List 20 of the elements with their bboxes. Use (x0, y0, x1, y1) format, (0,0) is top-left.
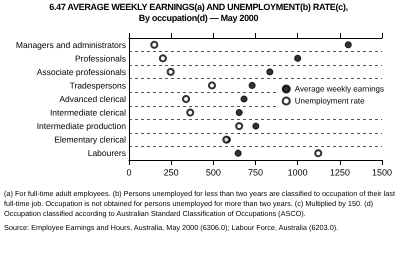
chart-title: 6.47 AVERAGE WEEKLY EARNINGS(a) AND UNEMPLOYMENT(b) RATE(c), (49, 2, 348, 12)
x-tick-label: 250 (164, 168, 179, 178)
x-tick-label: 1000 (288, 168, 308, 178)
legend-label: Average weekly earnings (294, 84, 384, 94)
chart-subtitle: By occupation(d) — May 2000 (138, 13, 258, 23)
y-tick-label: Intermediate production (36, 121, 126, 132)
y-tick-label: Elementary clerical (54, 134, 126, 145)
y-tick-label: Labourers (88, 148, 126, 158)
y-tick-label: Professionals (74, 53, 126, 64)
x-tick-label: 1250 (330, 168, 350, 178)
y-tick-label: Managers and administrators (16, 40, 126, 50)
x-tick-label: 500 (206, 168, 221, 178)
y-tick-label: Tradespersons (70, 80, 126, 90)
legend-label: Unemployment rate (294, 96, 366, 106)
x-tick-label: 750 (248, 168, 264, 178)
x-tick-label: 0 (126, 168, 132, 178)
y-tick-label: Advanced clerical (59, 94, 126, 104)
y-tick-label: Intermediate clerical (50, 108, 126, 118)
y-tick-label: Associate professionals (36, 66, 126, 77)
x-tick-label: 1500 (372, 168, 392, 178)
